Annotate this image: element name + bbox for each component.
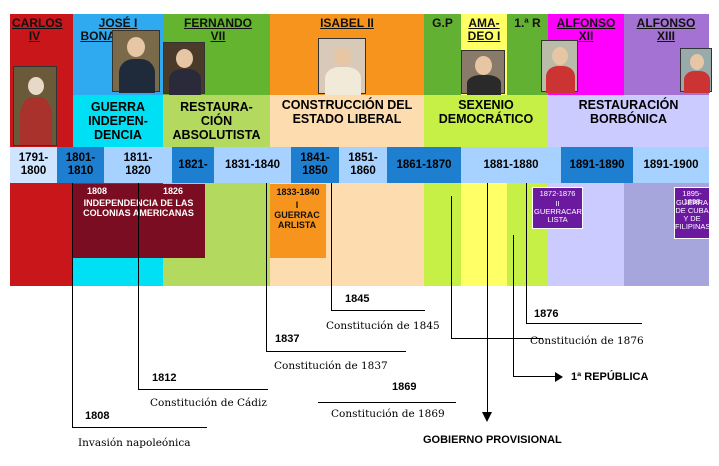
label-invasion-napoleonica: Invasión napoleónica bbox=[78, 437, 191, 449]
label-gobierno-provisional: GOBIERNO PROVISIONAL bbox=[423, 434, 562, 446]
event-independencia-end: 1826 bbox=[163, 186, 184, 196]
era-sexenio: SEXENIO DEMOCRÁTICO bbox=[424, 95, 548, 147]
portrait-carlos bbox=[13, 66, 57, 146]
event-cuba-text: GUERRA DE CUBA Y DE FILIPINAS bbox=[675, 198, 711, 231]
line-republica-horiz bbox=[513, 376, 557, 377]
monarch-label-alfonso12: ALFONSO XII bbox=[556, 16, 616, 43]
band-cyan-strip bbox=[73, 258, 163, 286]
label-year-1812: 1812 bbox=[152, 372, 177, 384]
event-carlista1: 1833-1840 I GUERRAC ARLISTA bbox=[270, 184, 326, 258]
label-constitucion-1876: Constitución de 1876 bbox=[530, 335, 644, 347]
label-year-1837: 1837 bbox=[275, 333, 300, 345]
decade-1801: 1801-1810 bbox=[57, 147, 104, 183]
era-estado-liberal: CONSTRUCCIÓN DEL ESTADO LIBERAL bbox=[270, 95, 424, 147]
band-amadeo-lower bbox=[461, 183, 507, 286]
line-1808-vert bbox=[72, 183, 73, 427]
label-constitucion-1869: Constitución de 1869 bbox=[331, 408, 445, 420]
event-cuba: 1895-1898 GUERRA DE CUBA Y DE FILIPINAS bbox=[674, 187, 710, 239]
monarch-label-alfonso13: ALFONSO XIII bbox=[636, 16, 696, 43]
label-year-1845: 1845 bbox=[345, 293, 370, 305]
line-1845-horiz bbox=[331, 310, 425, 311]
arrow-republica-head bbox=[555, 372, 563, 382]
monarch-label-amadeo: AMA-DEO I bbox=[467, 16, 501, 43]
decade-1821: 1821- bbox=[172, 147, 214, 183]
line-1869-vert bbox=[451, 196, 452, 338]
line-1869-baseline bbox=[318, 402, 456, 403]
monarch-label-gp: G.P bbox=[432, 16, 453, 30]
line-1845-vert bbox=[331, 183, 332, 310]
event-carlista1-years: 1833-1840 bbox=[276, 187, 320, 197]
decade-1891: 1891-1900 bbox=[633, 147, 709, 183]
era-restauracion-absolutista: RESTAURA-CIÓN ABSOLUTISTA bbox=[163, 95, 270, 147]
label-constitucion-1845: Constitución de 1845 bbox=[326, 320, 440, 332]
line-gobierno-vert bbox=[487, 183, 488, 413]
decade-1841: 1841-1850 bbox=[291, 147, 339, 183]
event-carlista2: 1872-1876 II GUERRACAR LISTA bbox=[532, 187, 583, 229]
monarch-label-isabel: ISABEL II bbox=[320, 16, 374, 30]
label-constitucion-1837: Constitución de 1837 bbox=[274, 360, 388, 372]
era-guerra-independencia: GUERRA INDEPEN-DENCIA bbox=[73, 95, 163, 147]
event-carlista2-years: 1872-1876 bbox=[539, 189, 576, 198]
label-constitucion-cadiz: Constitución de Cádiz bbox=[150, 397, 267, 409]
line-1812-vert bbox=[138, 183, 139, 389]
label-primera-republica: 1ª REPÚBLICA bbox=[571, 371, 649, 383]
line-1812-horiz bbox=[138, 389, 268, 390]
label-year-1876: 1876 bbox=[534, 308, 559, 320]
label-year-1808: 1808 bbox=[85, 410, 110, 422]
band-gp-lower bbox=[424, 183, 461, 286]
line-1808-horiz bbox=[72, 427, 207, 428]
arrow-gobierno-head bbox=[482, 412, 492, 422]
event-independencia: 1808 1826 INDEPENDENCIA DE LAS COLONIAS … bbox=[73, 184, 205, 258]
decade-1871: 1881-1880 bbox=[461, 147, 561, 183]
line-republica-vert bbox=[513, 235, 514, 376]
portrait-alfonso12 bbox=[541, 40, 578, 93]
decade-1811: 1811-1820 bbox=[104, 147, 172, 183]
monarch-label-carlos: CARLOS IV bbox=[12, 16, 63, 43]
event-carlista1-text: I GUERRAC ARLISTA bbox=[274, 200, 320, 230]
monarch-label-fernando: FERNANDO VII bbox=[184, 16, 252, 43]
event-carlista2-text: II GUERRACAR LISTA bbox=[534, 199, 582, 224]
decade-1881: 1891-1890 bbox=[561, 147, 633, 183]
band-isabel-lower-strip bbox=[270, 258, 424, 286]
line-1876-horiz bbox=[526, 323, 642, 324]
decade-1861: 1861-1870 bbox=[387, 147, 461, 183]
decade-1851: 1851-1860 bbox=[339, 147, 387, 183]
decade-1791: 1791-1800 bbox=[10, 147, 57, 183]
event-cuba-years: 1895-1898 bbox=[682, 189, 702, 206]
decade-1831: 1831-1840 bbox=[214, 147, 291, 183]
label-year-1869: 1869 bbox=[392, 381, 417, 393]
monarch-label-republica: 1.ª R bbox=[514, 16, 541, 30]
line-1837-horiz bbox=[266, 351, 406, 352]
portrait-isabel bbox=[318, 38, 366, 95]
line-1869-horiz bbox=[451, 338, 543, 339]
portrait-amadeo bbox=[461, 50, 505, 95]
portrait-fernando bbox=[163, 42, 205, 95]
monarch-gp bbox=[424, 14, 461, 95]
era-restauracion-borbonica: RESTAURACIÓN BORBÓNICA bbox=[548, 95, 709, 147]
line-1837-vert bbox=[266, 183, 267, 351]
line-1876-vert bbox=[526, 183, 527, 323]
event-independencia-start: 1808 bbox=[87, 186, 108, 196]
portrait-alfonso13 bbox=[680, 48, 712, 93]
portrait-jose bbox=[112, 30, 160, 93]
